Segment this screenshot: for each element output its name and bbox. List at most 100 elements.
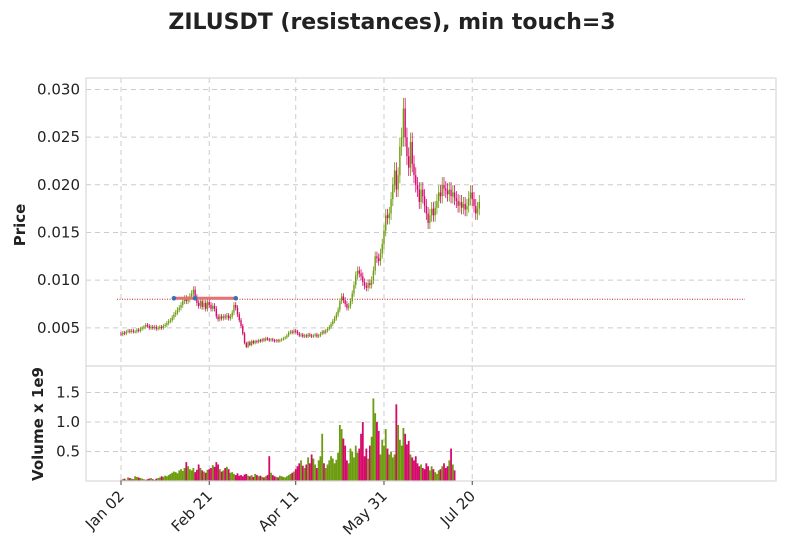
volume-bar [180, 469, 182, 481]
touch-point [233, 295, 239, 301]
volume-bar [132, 479, 135, 481]
volume-bar [268, 456, 271, 481]
volume-bar [294, 469, 297, 481]
volume-bar [430, 466, 433, 481]
volume-bar [121, 479, 124, 481]
volume-bar [349, 448, 352, 481]
candle-body [280, 339, 283, 341]
volume-bar [127, 477, 129, 481]
volume-bar [361, 422, 364, 481]
volume-bar [386, 448, 389, 481]
candle-body [171, 317, 173, 321]
x-tick-label: Jan 02 [81, 487, 128, 534]
candle-body [236, 307, 239, 315]
volume-bar [286, 476, 288, 481]
volume-bar [264, 476, 267, 481]
candle-body [335, 314, 338, 319]
candle-body [175, 312, 177, 315]
candle-body [452, 192, 454, 197]
candle-body [150, 326, 152, 328]
candle-body [210, 304, 212, 309]
candle-body [167, 321, 170, 324]
candle-body [349, 301, 352, 306]
volume-bar [199, 468, 202, 481]
candle-body [314, 334, 316, 336]
candle-body [464, 203, 466, 210]
volume-bar [337, 452, 339, 481]
candle-body [376, 256, 378, 259]
candle-body [358, 270, 360, 274]
candle-body [206, 302, 209, 309]
candle-body [326, 328, 329, 331]
candle-body [164, 324, 166, 326]
volume-bar [247, 475, 249, 481]
candle-body [434, 207, 436, 216]
candle-body [261, 339, 263, 342]
volume-bar [165, 476, 168, 481]
candle-body [199, 301, 202, 306]
volume-bar [273, 476, 276, 481]
candle-body [136, 329, 138, 332]
candle-body [459, 201, 461, 206]
volume-bar [233, 473, 235, 481]
volume-bar [328, 460, 331, 481]
candle-body [277, 340, 279, 342]
touch-point [192, 295, 198, 301]
candle-body [203, 303, 205, 307]
volume-bar [134, 476, 137, 481]
candle-body [340, 296, 343, 302]
candle-body [309, 334, 311, 336]
volume-bar [146, 479, 149, 481]
volume-bar [370, 436, 373, 481]
candle-body [337, 309, 339, 315]
volume-bar [204, 472, 207, 481]
volume-bar [208, 469, 211, 481]
volume-bar [441, 466, 444, 481]
candle-body [187, 299, 189, 302]
volume-bar [421, 468, 424, 481]
volume-bar [303, 468, 306, 481]
price-tick-label: 0.005 [37, 319, 80, 337]
volume-bar [411, 457, 414, 481]
candle-body [134, 331, 136, 333]
candle-body [139, 328, 142, 331]
candle-body [446, 190, 449, 195]
candle-body [430, 208, 433, 216]
candle-body [436, 201, 438, 208]
candle-body [180, 304, 182, 308]
candle-body [420, 189, 422, 202]
volume-tick-label: 0.5 [56, 443, 80, 461]
candle-body [344, 300, 346, 305]
volume-bar [310, 454, 313, 481]
volume-bar [252, 476, 255, 481]
candle-body [319, 333, 322, 336]
volume-bar [278, 475, 281, 481]
volume-bar [176, 473, 179, 481]
volume-bar [384, 429, 387, 481]
candle-body [256, 341, 258, 343]
volume-bar [367, 458, 369, 481]
candle-body [404, 108, 406, 138]
volume-bar [409, 454, 412, 481]
candle-body [448, 189, 450, 195]
candle-body [132, 330, 135, 332]
candle-body [219, 316, 221, 320]
candle-body [176, 309, 179, 313]
candle-body [323, 331, 325, 333]
volume-tick-label: 1.0 [56, 413, 80, 431]
candle-body [148, 325, 150, 328]
volume-bar [240, 475, 242, 481]
candle-body [390, 199, 392, 214]
candle-body [143, 326, 145, 328]
x-tick-label: Feb 21 [168, 487, 216, 535]
volume-panel: 0.5 1.0 1.5 Volume x 1e9 [29, 365, 777, 482]
candle-body [141, 327, 143, 329]
volume-bar [316, 468, 318, 481]
volume-bar [266, 475, 269, 481]
candle-body [392, 184, 394, 200]
candle-body [284, 337, 286, 339]
candle-body [443, 184, 445, 189]
volume-bar [248, 476, 251, 481]
volume-bar [222, 470, 225, 481]
